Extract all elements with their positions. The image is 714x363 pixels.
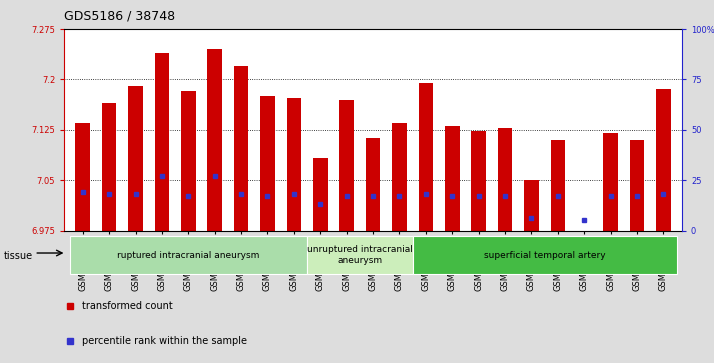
Bar [208,49,222,231]
Bar [155,53,169,231]
Bar [129,86,143,231]
Bar [76,123,90,231]
Bar [603,133,618,231]
Bar [339,99,354,231]
Bar [102,103,116,231]
Text: percentile rank within the sample: percentile rank within the sample [81,336,246,346]
Bar [524,180,538,231]
Bar [234,66,248,231]
Bar [445,126,460,231]
Bar [418,83,433,231]
Bar [286,98,301,231]
Text: GDS5186 / 38748: GDS5186 / 38748 [64,9,176,22]
Bar [630,140,644,231]
Bar [413,236,677,274]
Bar [313,158,328,231]
Text: tissue: tissue [4,251,33,261]
Bar [181,91,196,231]
Bar [471,131,486,231]
Bar [656,90,670,231]
Text: ruptured intracranial aneurysm: ruptured intracranial aneurysm [117,250,259,260]
Text: superficial temporal artery: superficial temporal artery [484,250,605,260]
Text: transformed count: transformed count [81,301,172,310]
Bar [307,236,413,274]
Bar [550,140,565,231]
Text: unruptured intracranial
aneurysm: unruptured intracranial aneurysm [307,245,413,265]
Bar [69,236,307,274]
Bar [392,123,407,231]
Bar [260,96,275,231]
Bar [366,138,381,231]
Bar [498,129,512,231]
